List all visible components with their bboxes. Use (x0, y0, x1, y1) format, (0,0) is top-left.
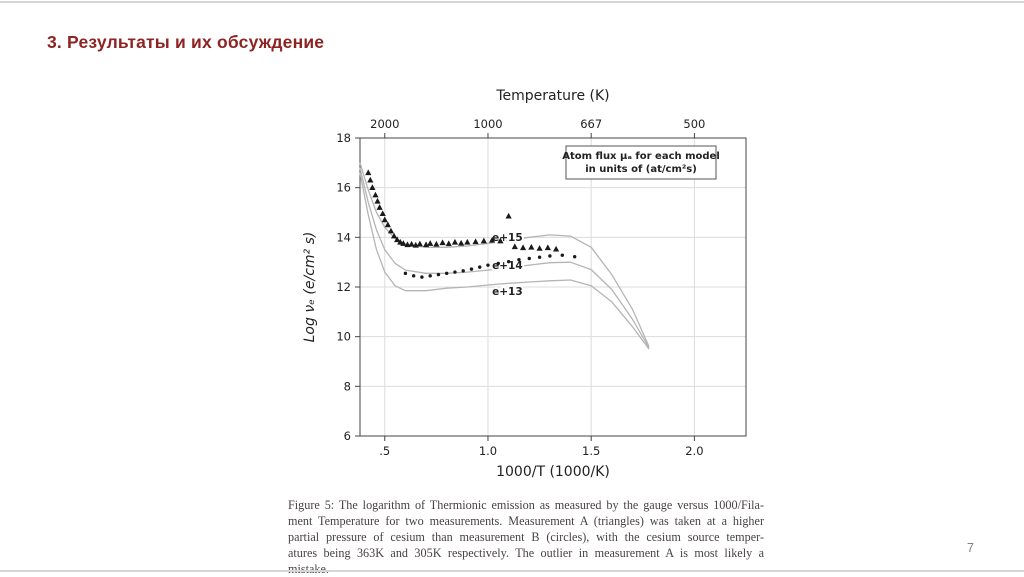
circle-marker (436, 272, 441, 277)
circle-marker (461, 269, 465, 273)
triangle-marker (427, 240, 434, 246)
circle-marker (478, 265, 482, 269)
circle-marker (527, 256, 531, 261)
triangle-marker (480, 237, 487, 244)
triangle-marker (372, 191, 379, 198)
circle-marker (420, 275, 424, 279)
curve-label-e+15: e+15 (492, 232, 523, 244)
y-tick-label: 18 (336, 131, 351, 145)
triangle-marker (390, 232, 398, 239)
triangle-marker (511, 243, 518, 250)
triangle-marker (367, 176, 374, 183)
slide-title: 3. Результаты и их обсуждение (47, 32, 325, 52)
figure-5: .5 1.0 1.5 2.0 2000 1000 667 500 6 8 10 12 14 16 18 Tem… (288, 84, 770, 577)
triangle-marker (552, 245, 560, 252)
circle-marker (403, 271, 408, 276)
triangle-marker (369, 184, 376, 190)
circle-marker (444, 271, 449, 276)
page-number: 7 (967, 541, 974, 555)
legend-box (565, 145, 717, 180)
curve-label-e+13: e+13 (492, 286, 523, 298)
model-curve-e+13 (359, 172, 650, 350)
legend-line-1: Atom flux μₐ for each model (562, 151, 720, 162)
circle-marker (560, 253, 564, 257)
triangle-marker (528, 243, 535, 250)
circle-marker (548, 254, 552, 258)
circle-marker (411, 274, 416, 278)
triangle-marker (445, 240, 452, 247)
top-tick-label: 2000 (370, 117, 399, 131)
top-axis-title: Temperature (K) (495, 88, 609, 104)
caption-line: ment Temperature for two measurements. M… (288, 514, 764, 529)
triangle-marker (458, 239, 465, 246)
top-rule (0, 1, 1024, 3)
thermionic-emission-chart: .5 1.0 1.5 2.0 2000 1000 667 500 6 8 10 12 14 16 18 Tem… (302, 88, 747, 480)
y-tick-label: 6 (344, 429, 351, 443)
x-tick-label: 1.5 (582, 444, 600, 458)
triangle-marker (433, 240, 440, 247)
triangle-marker (379, 210, 386, 217)
triangle-marker (374, 197, 381, 204)
triangle-marker (519, 244, 527, 251)
y-axis-title: Log νₑ (e/cm² s) (302, 232, 318, 343)
caption-line: mistake. (288, 561, 764, 577)
triangle-marker (472, 238, 479, 245)
model-curve-e+15 (359, 162, 650, 347)
figure-caption: Figure 5: The logarithm of Thermionic em… (288, 497, 764, 577)
y-tick-label: 12 (336, 280, 351, 294)
triangle-marker (408, 240, 415, 247)
legend-line-2: in units of (at/cm²s) (585, 164, 697, 175)
triangle-marker (400, 240, 407, 246)
triangle-marker (439, 239, 446, 246)
y-tick-label: 8 (344, 379, 351, 393)
x-tick-label: .5 (379, 444, 390, 458)
top-tick-label: 667 (580, 117, 602, 131)
circle-marker (572, 255, 577, 259)
circle-marker (486, 263, 490, 267)
caption-line: Figure 5: The logarithm of Thermionic em… (288, 498, 764, 512)
circle-marker (517, 257, 521, 262)
circle-marker (506, 259, 511, 264)
circle-marker (496, 261, 500, 266)
circle-marker (453, 270, 457, 274)
circle-marker (428, 274, 432, 278)
y-tick-label: 16 (336, 181, 351, 195)
triangle-marker (464, 238, 471, 245)
triangle-marker (536, 245, 543, 251)
triangle-marker (416, 240, 423, 247)
x-tick-label: 1.0 (479, 444, 497, 458)
triangle-marker (497, 237, 504, 244)
caption-line: partial pressure of cesium than measurem… (288, 530, 764, 545)
triangle-marker (489, 236, 496, 243)
model-curve-e+14 (359, 167, 650, 349)
triangle-marker (376, 204, 383, 210)
triangle-marker (365, 169, 372, 176)
x-axis-title: 1000/T (1000/K) (496, 464, 610, 480)
triangle-marker (387, 227, 395, 234)
y-tick-label: 10 (336, 330, 351, 344)
triangle-marker (451, 238, 459, 245)
circle-marker (469, 267, 474, 271)
triangle-marker (394, 236, 401, 243)
top-tick-label: 1000 (473, 117, 502, 131)
bottom-rule (0, 570, 1024, 572)
triangle-marker (384, 221, 391, 228)
triangle-marker (505, 212, 512, 219)
triangle-marker (381, 216, 388, 223)
caption-line: atures being 363K and 305K respectively.… (288, 546, 764, 561)
x-tick-label: 2.0 (685, 444, 703, 458)
triangle-marker (544, 244, 551, 251)
circle-marker (537, 255, 542, 259)
top-tick-label: 500 (683, 117, 705, 131)
y-tick-label: 14 (336, 230, 351, 244)
